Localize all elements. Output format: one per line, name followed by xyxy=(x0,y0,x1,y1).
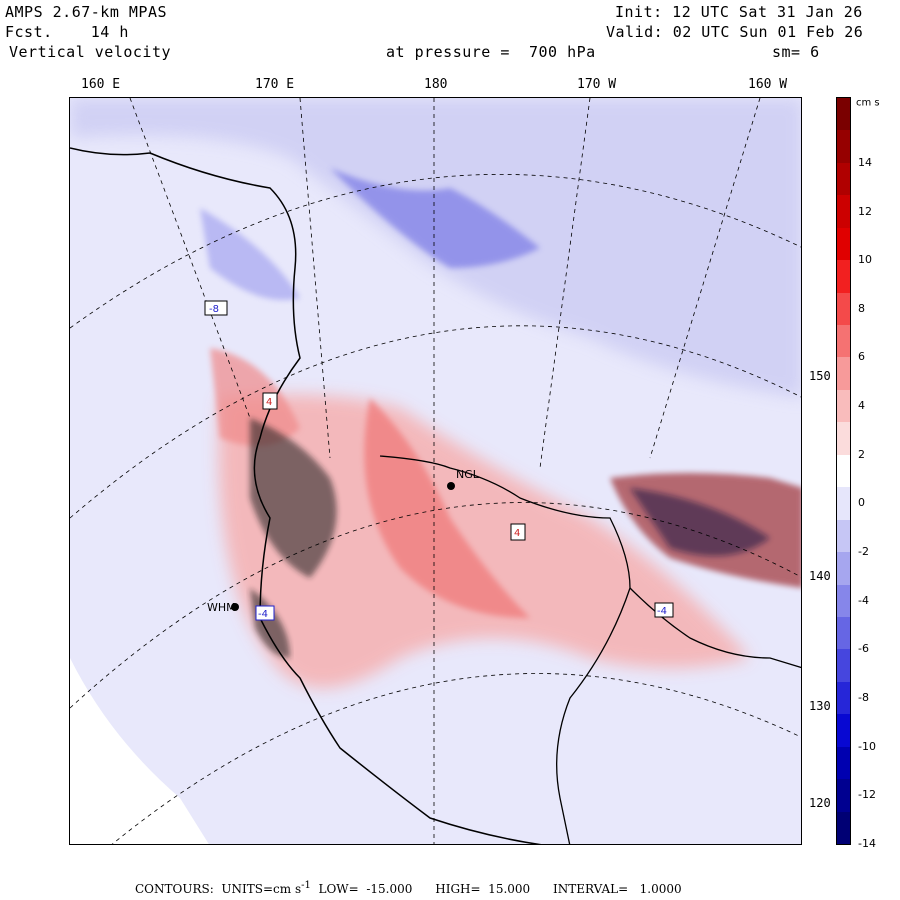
lon-label-160e: 160 E xyxy=(81,77,121,92)
box-label-1: -8 xyxy=(209,304,219,315)
colorbar xyxy=(836,97,851,845)
model-title: AMPS 2.67-km MPAS xyxy=(5,3,168,21)
colorbar-tick-label: 10 xyxy=(858,253,872,267)
ascent-region xyxy=(218,394,751,688)
colorbar-segment xyxy=(837,260,850,294)
colorbar-segment xyxy=(837,454,850,488)
colorbar-segment xyxy=(837,292,850,326)
lon-label-170e: 170 E xyxy=(255,77,295,92)
colorbar-tick-label: -12 xyxy=(858,788,876,802)
box-label-bg-3 xyxy=(510,523,526,541)
colorbar-tick-label: 0 xyxy=(858,496,865,510)
coastline-west xyxy=(70,147,542,844)
colorbar-segment xyxy=(837,681,850,715)
strong-descent-1 xyxy=(330,168,540,268)
meridian-160e xyxy=(129,98,251,419)
colorbar-segment xyxy=(837,811,850,845)
meridian-160w xyxy=(649,98,761,459)
valid-time: Valid: 02 UTC Sun 01 Feb 26 xyxy=(606,23,864,41)
forecast-hour: Fcst. 14 h xyxy=(5,23,129,41)
colorbar-segment xyxy=(837,746,850,780)
colorbar-tick-label: 8 xyxy=(858,301,865,315)
colorbar-tick-label: 4 xyxy=(858,399,865,413)
map-panel: -8 4 4 -4 -4 NGL WHM xyxy=(69,97,802,845)
colorbar-segment xyxy=(837,227,850,261)
station-whm-dot xyxy=(231,603,239,611)
colorbar-segment xyxy=(837,195,850,229)
colorbar-segment xyxy=(837,98,850,131)
colorbar-tick-label: -2 xyxy=(858,545,869,559)
strong-descent-2 xyxy=(200,208,300,300)
lon-label-160w: 160 W xyxy=(748,77,788,92)
strong-ascent-2 xyxy=(210,348,300,446)
colorbar-segment xyxy=(837,422,850,456)
colorbar-segment xyxy=(837,649,850,683)
colorbar-segment xyxy=(837,357,850,391)
lon-label-180: 180 xyxy=(424,77,448,92)
colorbar-tick-label: -4 xyxy=(858,593,869,607)
contour-cluster-west xyxy=(250,418,337,578)
colorbar-segment xyxy=(837,779,850,813)
box-label-4: -4 xyxy=(258,609,268,620)
box-label-3: 4 xyxy=(514,528,520,539)
colorbar-tick-label: -8 xyxy=(858,691,869,705)
box-label-5: -4 xyxy=(657,606,667,617)
field-name: Vertical velocity xyxy=(9,43,172,61)
colorbar-tick-label: -10 xyxy=(858,739,876,753)
station-whm-label: WHM xyxy=(207,601,236,614)
colorbar-segment xyxy=(837,616,850,650)
map-field: -8 4 4 -4 -4 xyxy=(70,98,801,844)
contour-info: CONTOURS: UNITS=cm s-1 LOW= -15.000 HIGH… xyxy=(135,880,682,896)
graticule xyxy=(70,98,801,844)
station-ngl-label: NGL xyxy=(456,468,479,481)
colorbar-segment xyxy=(837,552,850,585)
coastline-shelf xyxy=(379,455,631,844)
colorbar-segment xyxy=(837,130,850,164)
colorbar-segment xyxy=(837,487,850,521)
station-ngl-dot xyxy=(447,482,455,490)
lon-label-170w: 170 W xyxy=(577,77,617,92)
box-label-bg-5 xyxy=(654,602,674,618)
colorbar-segment xyxy=(837,519,850,553)
meridian-170w xyxy=(539,98,591,469)
init-time: Init: 12 UTC Sat 31 Jan 26 xyxy=(615,3,863,21)
colorbar-segment xyxy=(837,714,850,748)
colorbar-tick-label: -6 xyxy=(858,642,869,656)
box-label-bg-1 xyxy=(204,300,228,316)
colorbar-segment xyxy=(837,325,850,358)
colorbar-segment xyxy=(837,162,850,196)
pressure-level: at pressure = 700 hPa xyxy=(386,43,596,61)
coastline-east xyxy=(629,587,801,669)
parallel-1 xyxy=(70,173,801,329)
box-label-bg-2 xyxy=(262,392,278,410)
strong-ascent-1 xyxy=(364,398,530,618)
colorbar-tick-label: 12 xyxy=(858,204,872,218)
colorbar-tick-label: 2 xyxy=(858,447,865,461)
contour-box-labels: -8 4 4 -4 -4 xyxy=(204,300,674,621)
parallel-3 xyxy=(70,502,801,709)
parallel-2 xyxy=(70,325,801,519)
colorbar-segment xyxy=(837,389,850,423)
colorbar-segment xyxy=(837,584,850,618)
parallel-4 xyxy=(111,673,801,844)
contour-cluster-east-dark xyxy=(630,488,770,556)
colorbar-tick-label: -14 xyxy=(858,837,876,850)
box-label-bg-4 xyxy=(255,605,275,621)
colorbar-unit: cm s xyxy=(856,97,880,109)
colorbar-tick-label: 6 xyxy=(858,350,865,364)
smoothing: sm= 6 xyxy=(772,43,820,61)
box-label-2: 4 xyxy=(266,397,272,408)
colorbar-tick-label: 14 xyxy=(858,155,872,169)
